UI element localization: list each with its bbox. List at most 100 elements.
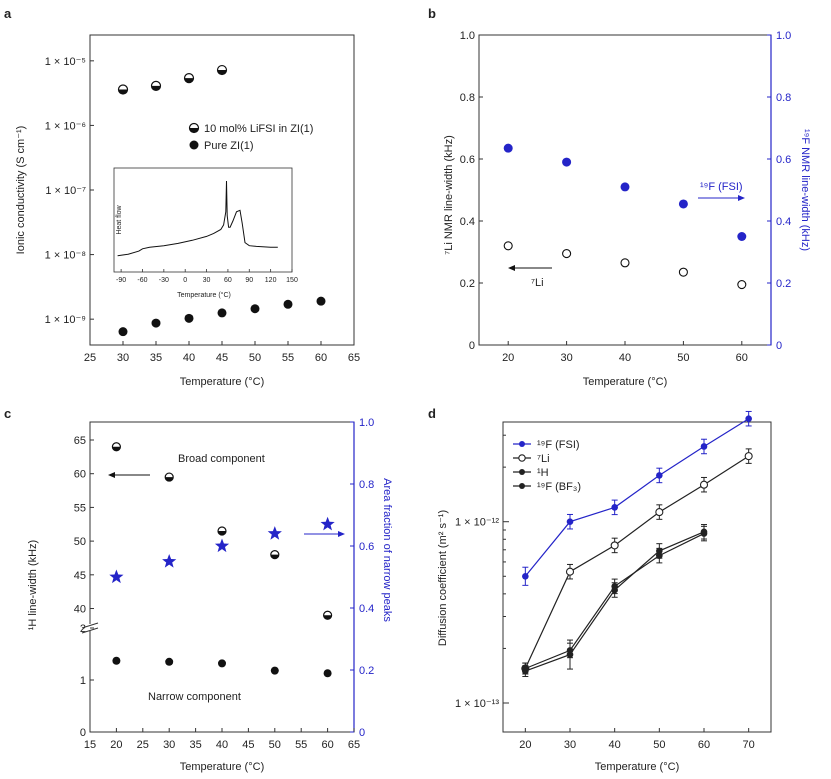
- x-tick-label-d: 30: [564, 739, 576, 751]
- x-axis-title-a: Temperature (°C): [180, 376, 264, 388]
- x-tick-label-b: 40: [619, 352, 631, 364]
- legend-label-f-bf3: ¹⁹F (BF₃): [537, 481, 581, 493]
- x-tick-label-c: 50: [269, 739, 281, 751]
- y-tick-label-right-c: 1.0: [359, 417, 374, 429]
- point-broad-fill: [112, 446, 121, 451]
- x-axis-c: 15 20 25 30 35 40 45 50 55 60 65: [84, 728, 360, 751]
- series-a: [117, 64, 326, 337]
- point-broad-fill: [270, 554, 279, 559]
- point-li: [565, 567, 575, 576]
- x-tick-label-c: 30: [163, 739, 175, 751]
- x-axis-d: 20 30 40 50 60 70: [519, 728, 755, 751]
- point-f-bf3: [522, 665, 529, 672]
- plot-frame-c: [89, 421, 355, 733]
- point-li: [678, 267, 688, 277]
- x-axis-a: 25 30 35 40 45 50 55 60 65: [84, 341, 360, 364]
- point-pure: [151, 318, 161, 328]
- x-tick-label-c: 15: [84, 739, 96, 751]
- y-tick-label-a: 1 × 10⁻⁹: [45, 314, 86, 326]
- y-axis-a: 1 × 10⁻⁹ 1 × 10⁻⁸ 1 × 10⁻⁷ 1 × 10⁻⁶ 1 × 10⁻⁵: [45, 56, 94, 326]
- x-tick-label-c: 25: [137, 739, 149, 751]
- x-tick-label-a: 40: [183, 352, 195, 364]
- point-area-fraction: [214, 538, 230, 553]
- point-pure: [217, 308, 227, 318]
- point-lifsi-fill: [118, 89, 128, 94]
- axis-break-mark-2: [81, 627, 99, 634]
- y-tick-label-a: 1 × 10⁻⁵: [45, 56, 86, 68]
- inset-x-tick-label: -60: [137, 277, 147, 284]
- panel-label-a: a: [4, 6, 12, 21]
- inset-x-title: Temperature (°C): [177, 291, 231, 299]
- x-tick-label-a: 35: [150, 352, 162, 364]
- series-b: [503, 143, 747, 290]
- point-f-bf3: [700, 530, 708, 537]
- x-tick-label-a: 55: [282, 352, 294, 364]
- point-area-fraction: [267, 526, 282, 540]
- point-f-bf3: [611, 583, 618, 590]
- inset-heat-flow-line: [117, 180, 278, 257]
- point-li: [503, 241, 513, 251]
- inset-x-tick-label: 0: [183, 277, 187, 284]
- inset-y-title: Heat flow: [116, 204, 123, 234]
- y-tick-label-right-c: 0: [359, 727, 365, 739]
- point-f-fsi: [611, 504, 618, 511]
- axis-break-mark-1: [81, 622, 99, 629]
- y-tick-label-left-c: 40: [74, 604, 86, 616]
- x-tick-label-c: 40: [216, 739, 228, 751]
- y-axis-d: 1 × 10⁻¹³ 1 × 10⁻¹²: [455, 434, 509, 710]
- y-tick-label-a: 1 × 10⁻⁸: [45, 250, 86, 262]
- arrow-area-head: [338, 531, 345, 537]
- arrow-left-li-head: [508, 265, 515, 271]
- x-axis-title-d: Temperature (°C): [595, 761, 679, 773]
- legend-marker-li: [518, 454, 526, 462]
- point-pure: [184, 313, 194, 323]
- point-narrow: [323, 669, 332, 678]
- legend-label-f-fsi: ¹⁹F (FSI): [537, 439, 580, 451]
- point-f-bf3: [656, 552, 663, 559]
- x-tick-label-b: 60: [736, 352, 748, 364]
- point-f-fsi: [620, 182, 630, 192]
- point-narrow: [270, 666, 279, 675]
- legend-label-pure: Pure ZI(1): [204, 140, 254, 152]
- y-tick-label-left-c: 45: [74, 570, 86, 582]
- point-f-fsi: [566, 518, 574, 526]
- series-c: [109, 442, 335, 678]
- annotation-narrow: Narrow component: [148, 691, 241, 703]
- y-tick-label-left-c: 55: [74, 502, 86, 514]
- legend-label-li: ⁷Li: [537, 453, 550, 465]
- point-lifsi-fill: [184, 78, 194, 83]
- y-tick-label-left-b: 0.2: [460, 278, 475, 290]
- panel-label-c: c: [4, 406, 11, 421]
- y-axis-title-right-c: Area fraction of narrow peaks: [381, 478, 393, 622]
- inset-x-tick-label: 90: [245, 277, 253, 284]
- point-f-fsi: [678, 199, 688, 209]
- panel-a: a 25 30 35 40 45 50 55 60 65 1 × 10⁻⁹1 × 10⁻⁸1 ×…: [4, 6, 360, 388]
- panel-d: d 20 30 40 50 60 70 1 × 10⁻¹³ 1 × 10⁻¹² Temper…: [428, 406, 772, 773]
- arrow-right-f-head: [738, 195, 745, 201]
- point-pure: [283, 299, 293, 309]
- y-tick-label-left-c: 50: [74, 536, 86, 548]
- point-pure: [250, 304, 260, 314]
- y-tick-label-left-b: 0.6: [460, 154, 475, 166]
- inset-x-tick-label: 60: [224, 277, 232, 284]
- point-broad-fill: [218, 531, 226, 535]
- y-tick-label-right-b: 0.2: [776, 278, 791, 290]
- point-narrow: [218, 659, 226, 668]
- y-tick-label-right-b: 0.4: [776, 216, 791, 228]
- x-tick-label-c: 45: [242, 739, 254, 751]
- inset-x-tick-label: 120: [265, 277, 277, 284]
- point-f-fsi: [700, 443, 708, 450]
- x-tick-label-a: 30: [117, 352, 129, 364]
- point-pure: [316, 296, 326, 306]
- x-tick-label-a: 65: [348, 352, 360, 364]
- panel-c: c 15 20 25 30 35 40 45 50 55 60 65 0 1 2 40 45 50 55 60 65…: [4, 406, 393, 773]
- inset-frame: [113, 167, 293, 273]
- point-li: [737, 279, 747, 290]
- x-tick-label-d: 20: [519, 739, 531, 751]
- arrow-broad-head: [108, 472, 115, 478]
- y-tick-label-left-c: 0: [80, 727, 86, 739]
- inset-dsc: -90 -60 -30 0 30 60 90 120 150 Temperature (°C) …: [113, 167, 298, 299]
- x-axis-b: 20 30 40 50 60: [502, 341, 748, 364]
- panel-label-b: b: [428, 6, 436, 21]
- y-tick-label-d: 1 × 10⁻¹²: [455, 517, 499, 529]
